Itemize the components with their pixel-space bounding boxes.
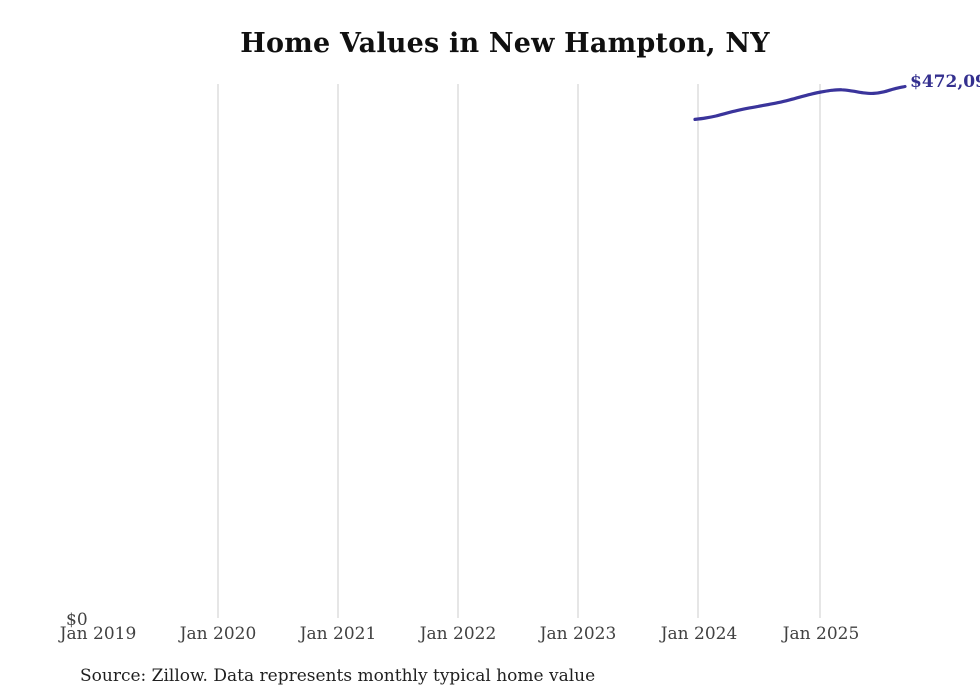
x-axis-tick-jan-2024: Jan 2024 bbox=[660, 624, 738, 644]
x-axis-tick-jan-2021: Jan 2021 bbox=[299, 624, 377, 644]
x-axis-tick-jan-2025: Jan 2025 bbox=[782, 624, 860, 644]
x-axis-tick-jan-2022: Jan 2022 bbox=[419, 624, 497, 644]
chart-title: Home Values in New Hampton, NY bbox=[240, 28, 770, 59]
x-axis-tick-jan-2019: Jan 2019 bbox=[59, 624, 137, 644]
home-value-line-series bbox=[693, 84, 907, 121]
y-axis-zero-label: $0 bbox=[66, 610, 88, 630]
x-axis-tick-jan-2023: Jan 2023 bbox=[539, 624, 617, 644]
x-axis-tick-jan-2020: Jan 2020 bbox=[179, 624, 257, 644]
end-value-label: $472,095 bbox=[910, 72, 980, 92]
source-note: Source: Zillow. Data represents monthly … bbox=[80, 666, 596, 686]
